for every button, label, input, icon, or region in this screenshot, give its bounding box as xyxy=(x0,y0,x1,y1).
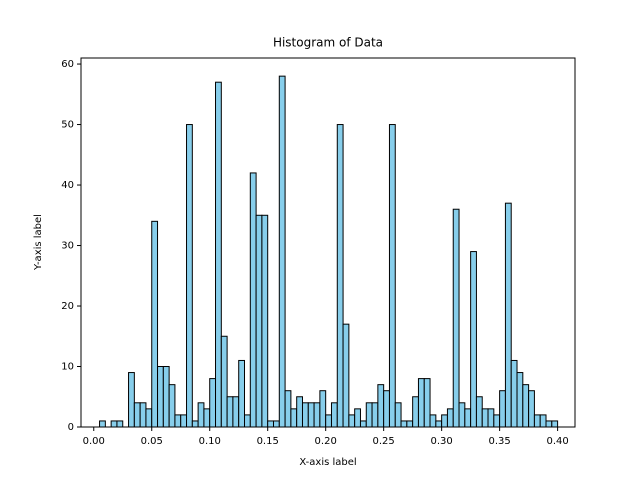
bar xyxy=(551,420,559,428)
bar xyxy=(232,396,240,428)
bar xyxy=(249,172,257,428)
bar xyxy=(174,414,182,428)
bar xyxy=(423,378,431,428)
x-tick-label: 0.10 xyxy=(199,436,221,447)
x-axis-label: X-axis label xyxy=(299,457,356,468)
bar xyxy=(139,402,147,428)
bar xyxy=(99,420,106,428)
bar xyxy=(528,390,535,428)
x-tick-label: 0.05 xyxy=(141,436,163,447)
bar xyxy=(412,396,419,428)
chart-title: Histogram of Data xyxy=(273,36,383,50)
bar xyxy=(359,420,367,428)
bar xyxy=(342,323,350,428)
x-tick-label: 0.00 xyxy=(83,436,105,447)
bar xyxy=(330,402,338,428)
y-axis-label: Y-axis label xyxy=(33,214,44,271)
bar xyxy=(464,408,472,428)
bar xyxy=(278,75,286,428)
x-tick-label: 0.30 xyxy=(431,436,453,447)
bar xyxy=(348,414,356,428)
y-tick-label: 40 xyxy=(61,180,74,191)
bar xyxy=(429,414,437,428)
bar xyxy=(220,335,228,428)
bar xyxy=(157,366,164,428)
bar xyxy=(417,378,425,428)
bar xyxy=(313,402,321,428)
bar xyxy=(301,402,309,428)
bar xyxy=(475,396,483,428)
bar xyxy=(470,251,477,428)
y-tick-label: 60 xyxy=(61,59,74,70)
bar xyxy=(365,402,373,428)
bar xyxy=(226,396,234,428)
bar xyxy=(522,384,530,428)
bar xyxy=(499,390,506,428)
bar xyxy=(284,390,292,428)
bar xyxy=(336,124,344,428)
bar xyxy=(215,81,222,428)
bar xyxy=(203,408,211,428)
bar xyxy=(168,384,176,428)
bar xyxy=(516,372,524,428)
y-tick-label: 50 xyxy=(61,120,74,131)
x-tick-label: 0.15 xyxy=(257,436,279,447)
bar xyxy=(533,414,541,428)
bar xyxy=(400,420,408,428)
bar xyxy=(319,390,327,428)
bar xyxy=(151,220,159,428)
bar xyxy=(307,402,315,428)
bar xyxy=(110,420,118,428)
bar xyxy=(267,420,274,428)
bar xyxy=(197,402,205,428)
bar xyxy=(209,378,217,428)
bar xyxy=(545,420,553,428)
x-tick-label: 0.40 xyxy=(546,436,568,447)
bar xyxy=(406,420,414,428)
bar xyxy=(162,366,170,428)
bar xyxy=(388,124,396,428)
bar xyxy=(296,396,303,428)
bar xyxy=(487,408,495,428)
axes-frame xyxy=(80,57,576,428)
y-tick-label: 30 xyxy=(61,241,74,252)
bar xyxy=(191,420,199,428)
bar xyxy=(452,208,460,428)
bar xyxy=(435,420,443,428)
bar xyxy=(133,402,141,428)
y-tick-label: 10 xyxy=(61,362,74,373)
bar xyxy=(510,359,518,428)
y-tick-label: 0 xyxy=(68,422,74,433)
bar xyxy=(128,372,135,428)
y-tick-label: 20 xyxy=(61,301,74,312)
bar xyxy=(371,402,379,428)
bar xyxy=(383,390,390,428)
bar xyxy=(325,414,332,428)
x-tick-label: 0.20 xyxy=(315,436,337,447)
x-tick-label: 0.25 xyxy=(373,436,395,447)
bar xyxy=(539,414,547,428)
bar xyxy=(272,420,280,428)
bar xyxy=(145,408,153,428)
bar xyxy=(493,414,501,428)
bar xyxy=(458,402,466,428)
bar xyxy=(255,214,263,428)
bar xyxy=(116,420,124,428)
bar xyxy=(290,408,298,428)
bar xyxy=(394,402,402,428)
bar xyxy=(481,408,489,428)
bar xyxy=(261,214,269,428)
bar xyxy=(354,408,361,428)
bar xyxy=(446,408,454,428)
bar xyxy=(186,124,193,428)
bar xyxy=(504,202,512,428)
x-tick-label: 0.35 xyxy=(488,436,510,447)
bar xyxy=(180,414,188,428)
bar xyxy=(441,414,448,428)
bar xyxy=(238,359,246,428)
bar xyxy=(377,384,385,428)
bar xyxy=(244,414,251,428)
